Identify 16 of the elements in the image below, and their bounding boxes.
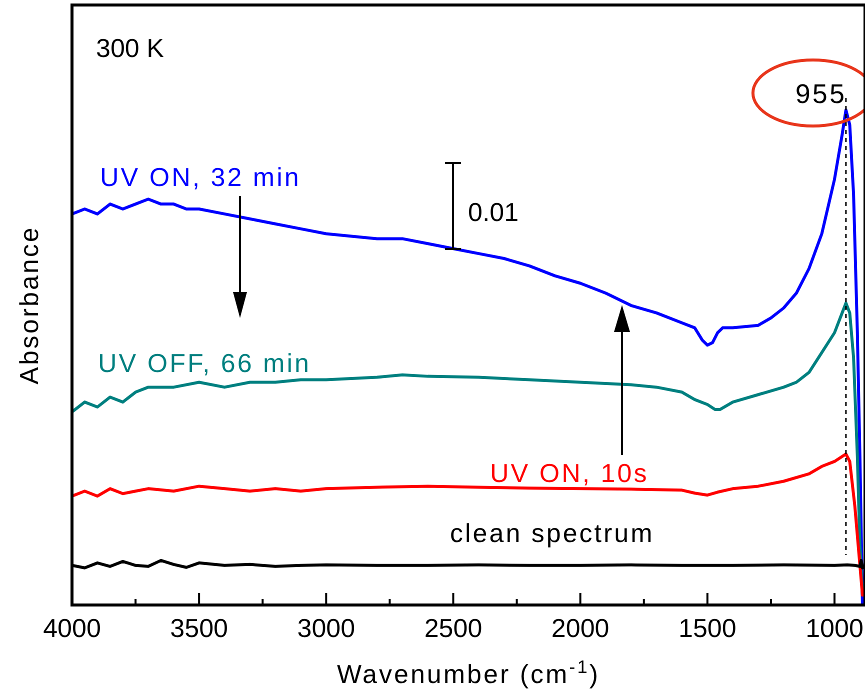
- x-tick-label: 1000: [806, 613, 864, 643]
- x-tick-label: 3500: [170, 613, 228, 643]
- series-label: UV ON, 10s: [490, 458, 649, 488]
- annotation: 0.01: [468, 197, 519, 227]
- y-axis-title: Absorbance: [14, 226, 44, 384]
- x-tick-label: 1500: [678, 613, 736, 643]
- x-tick-label: 2000: [551, 613, 610, 643]
- series-label: UV OFF, 66 min: [98, 348, 311, 378]
- ref-line-label: 955: [795, 79, 846, 109]
- x-axis-title: Wavenumber (cm$^{-1}$): [336, 657, 600, 689]
- x-tick-label: 3000: [297, 613, 356, 643]
- series-label: clean spectrum: [450, 518, 654, 548]
- series-label: UV ON, 32 min: [100, 162, 301, 192]
- text: 300 K: [96, 33, 165, 63]
- x-tick-label: 4000: [43, 613, 101, 643]
- x-tick-label: 2500: [424, 613, 482, 643]
